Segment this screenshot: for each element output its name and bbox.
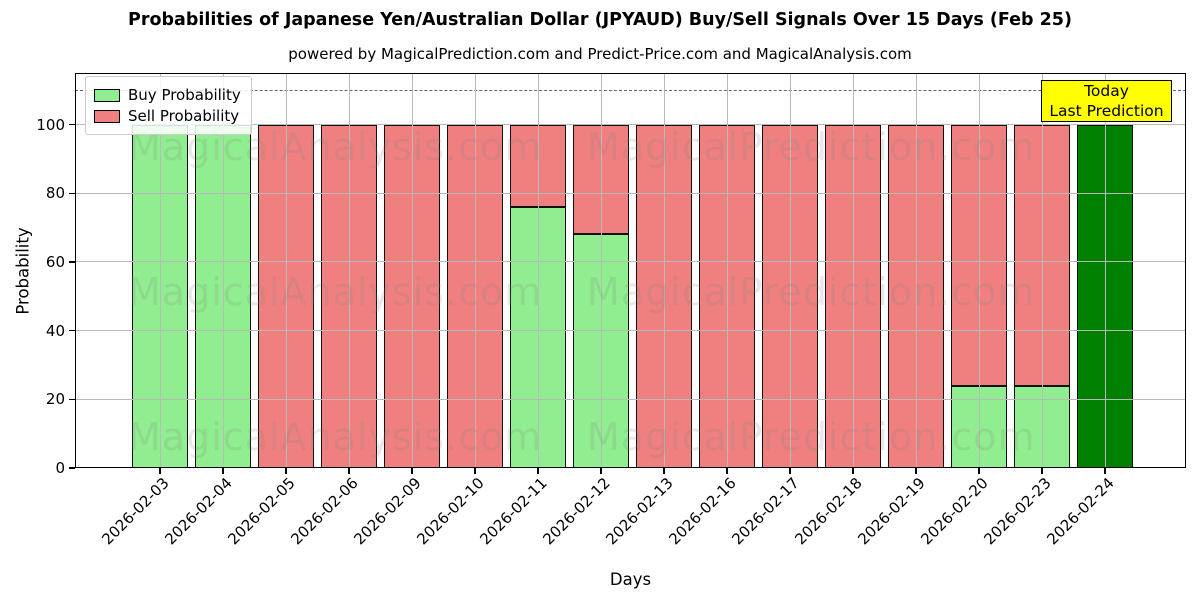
x-tick-mark [600,468,602,474]
y-tick-mark [69,123,75,126]
x-gridline [852,73,854,468]
dashed-guide-line [75,90,1186,92]
y-tick-label: 20 [45,390,65,409]
x-gridline [159,73,161,468]
today-annotation-line2: Last Prediction [1049,102,1164,120]
x-tick-mark [978,468,980,474]
legend: Buy Probability Sell Probability [85,76,252,135]
x-tick-mark [852,468,854,474]
x-tick-mark [285,468,287,474]
x-gridline [663,73,665,468]
y-tick-mark [69,261,75,263]
x-tick-mark [1104,468,1106,474]
today-annotation-line1: Today [1084,82,1129,100]
y-gridline [75,330,1186,332]
y-gridline [75,398,1186,400]
x-tick-mark [789,468,791,474]
y-tick-label: 100 [36,115,65,134]
y-gridline [75,192,1186,194]
y-tick-label: 40 [45,321,65,340]
x-tick-mark [348,468,350,474]
x-tick-mark [915,468,917,474]
x-axis-label: Days [609,570,652,589]
x-tick-label: 2026-02-03 [98,474,173,549]
legend-label-buy: Buy Probability [128,86,241,104]
x-gridline [348,73,350,468]
x-gridline [411,73,413,468]
x-tick-mark [222,468,224,474]
y-tick-mark [69,398,75,400]
x-tick-mark [474,468,476,474]
x-tick-mark [159,468,161,474]
x-gridline [915,73,917,468]
y-gridline [75,124,1186,126]
legend-item-sell: Sell Probability [94,107,241,125]
x-gridline [978,73,980,468]
y-tick-mark [69,192,75,194]
today-annotation: Today Last Prediction [1041,80,1172,122]
chart-subtitle: powered by MagicalPrediction.com and Pre… [288,45,912,63]
y-tick-label: 80 [45,184,65,203]
y-tick-label: 60 [45,252,65,271]
x-gridline [222,73,224,468]
sell-swatch-icon [94,109,120,123]
y-tick-mark [69,329,75,332]
x-gridline [600,73,602,468]
legend-item-buy: Buy Probability [94,86,241,104]
x-gridline [1104,73,1106,468]
x-tick-mark [1041,468,1043,474]
x-gridline [789,73,791,468]
x-gridline [726,73,728,468]
y-tick-mark [69,467,75,469]
x-tick-mark [537,468,539,474]
buy-swatch-icon [94,88,120,102]
x-gridline [474,73,476,468]
y-tick-label: 0 [55,459,65,477]
x-gridline [537,73,539,468]
legend-label-sell: Sell Probability [128,107,240,125]
plot-area: Probability Days Buy Probability Sell Pr… [14,73,1186,589]
x-gridline [285,73,287,468]
x-tick-mark [411,468,413,474]
chart-title: Probabilities of Japanese Yen/Australian… [128,10,1072,30]
y-gridline [75,261,1186,263]
x-tick-mark [663,468,665,474]
x-gridline [1041,73,1043,468]
x-tick-mark [726,468,728,474]
